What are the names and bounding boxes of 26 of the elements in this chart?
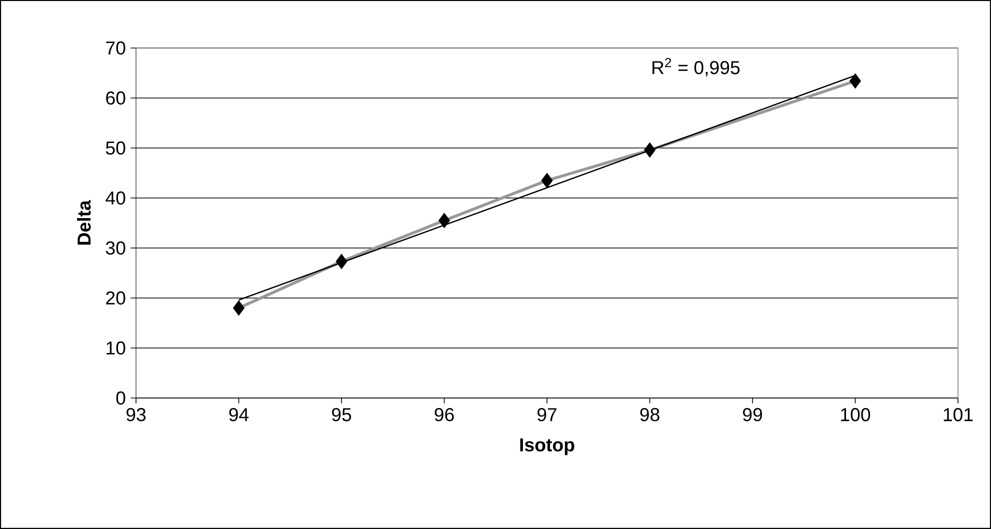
x-tick-label: 100 (841, 408, 870, 422)
y-tick-label: 70 (106, 41, 126, 55)
point (644, 142, 656, 158)
y-tick-label: 10 (106, 341, 126, 355)
y-tick-label: 0 (116, 391, 126, 405)
y-tick-label: 60 (106, 91, 126, 105)
y-tick-label: 40 (106, 191, 126, 205)
y-tick-label: 20 (106, 291, 126, 305)
point (438, 212, 450, 228)
point (232, 300, 245, 316)
x-tick-label: 96 (434, 408, 454, 422)
x-tick-label: 95 (332, 408, 352, 422)
y-axis-title: Delta (77, 200, 91, 245)
x-axis-title: Isotop (520, 438, 574, 456)
x-tick-label: 94 (229, 408, 249, 422)
annotation: R$^{2}$ = 0,995 (652, 58, 740, 76)
x-tick-label: 99 (743, 408, 762, 422)
y-tick-label: 30 (106, 241, 126, 255)
x-tick-label: 101 (944, 408, 973, 422)
point (336, 254, 348, 270)
point (849, 73, 862, 89)
x-tick-label: 97 (538, 408, 556, 422)
y-tick-label: 50 (106, 141, 126, 155)
x-tick-label: 93 (126, 408, 146, 422)
x-tick-label: 98 (640, 408, 660, 422)
point (541, 172, 553, 188)
